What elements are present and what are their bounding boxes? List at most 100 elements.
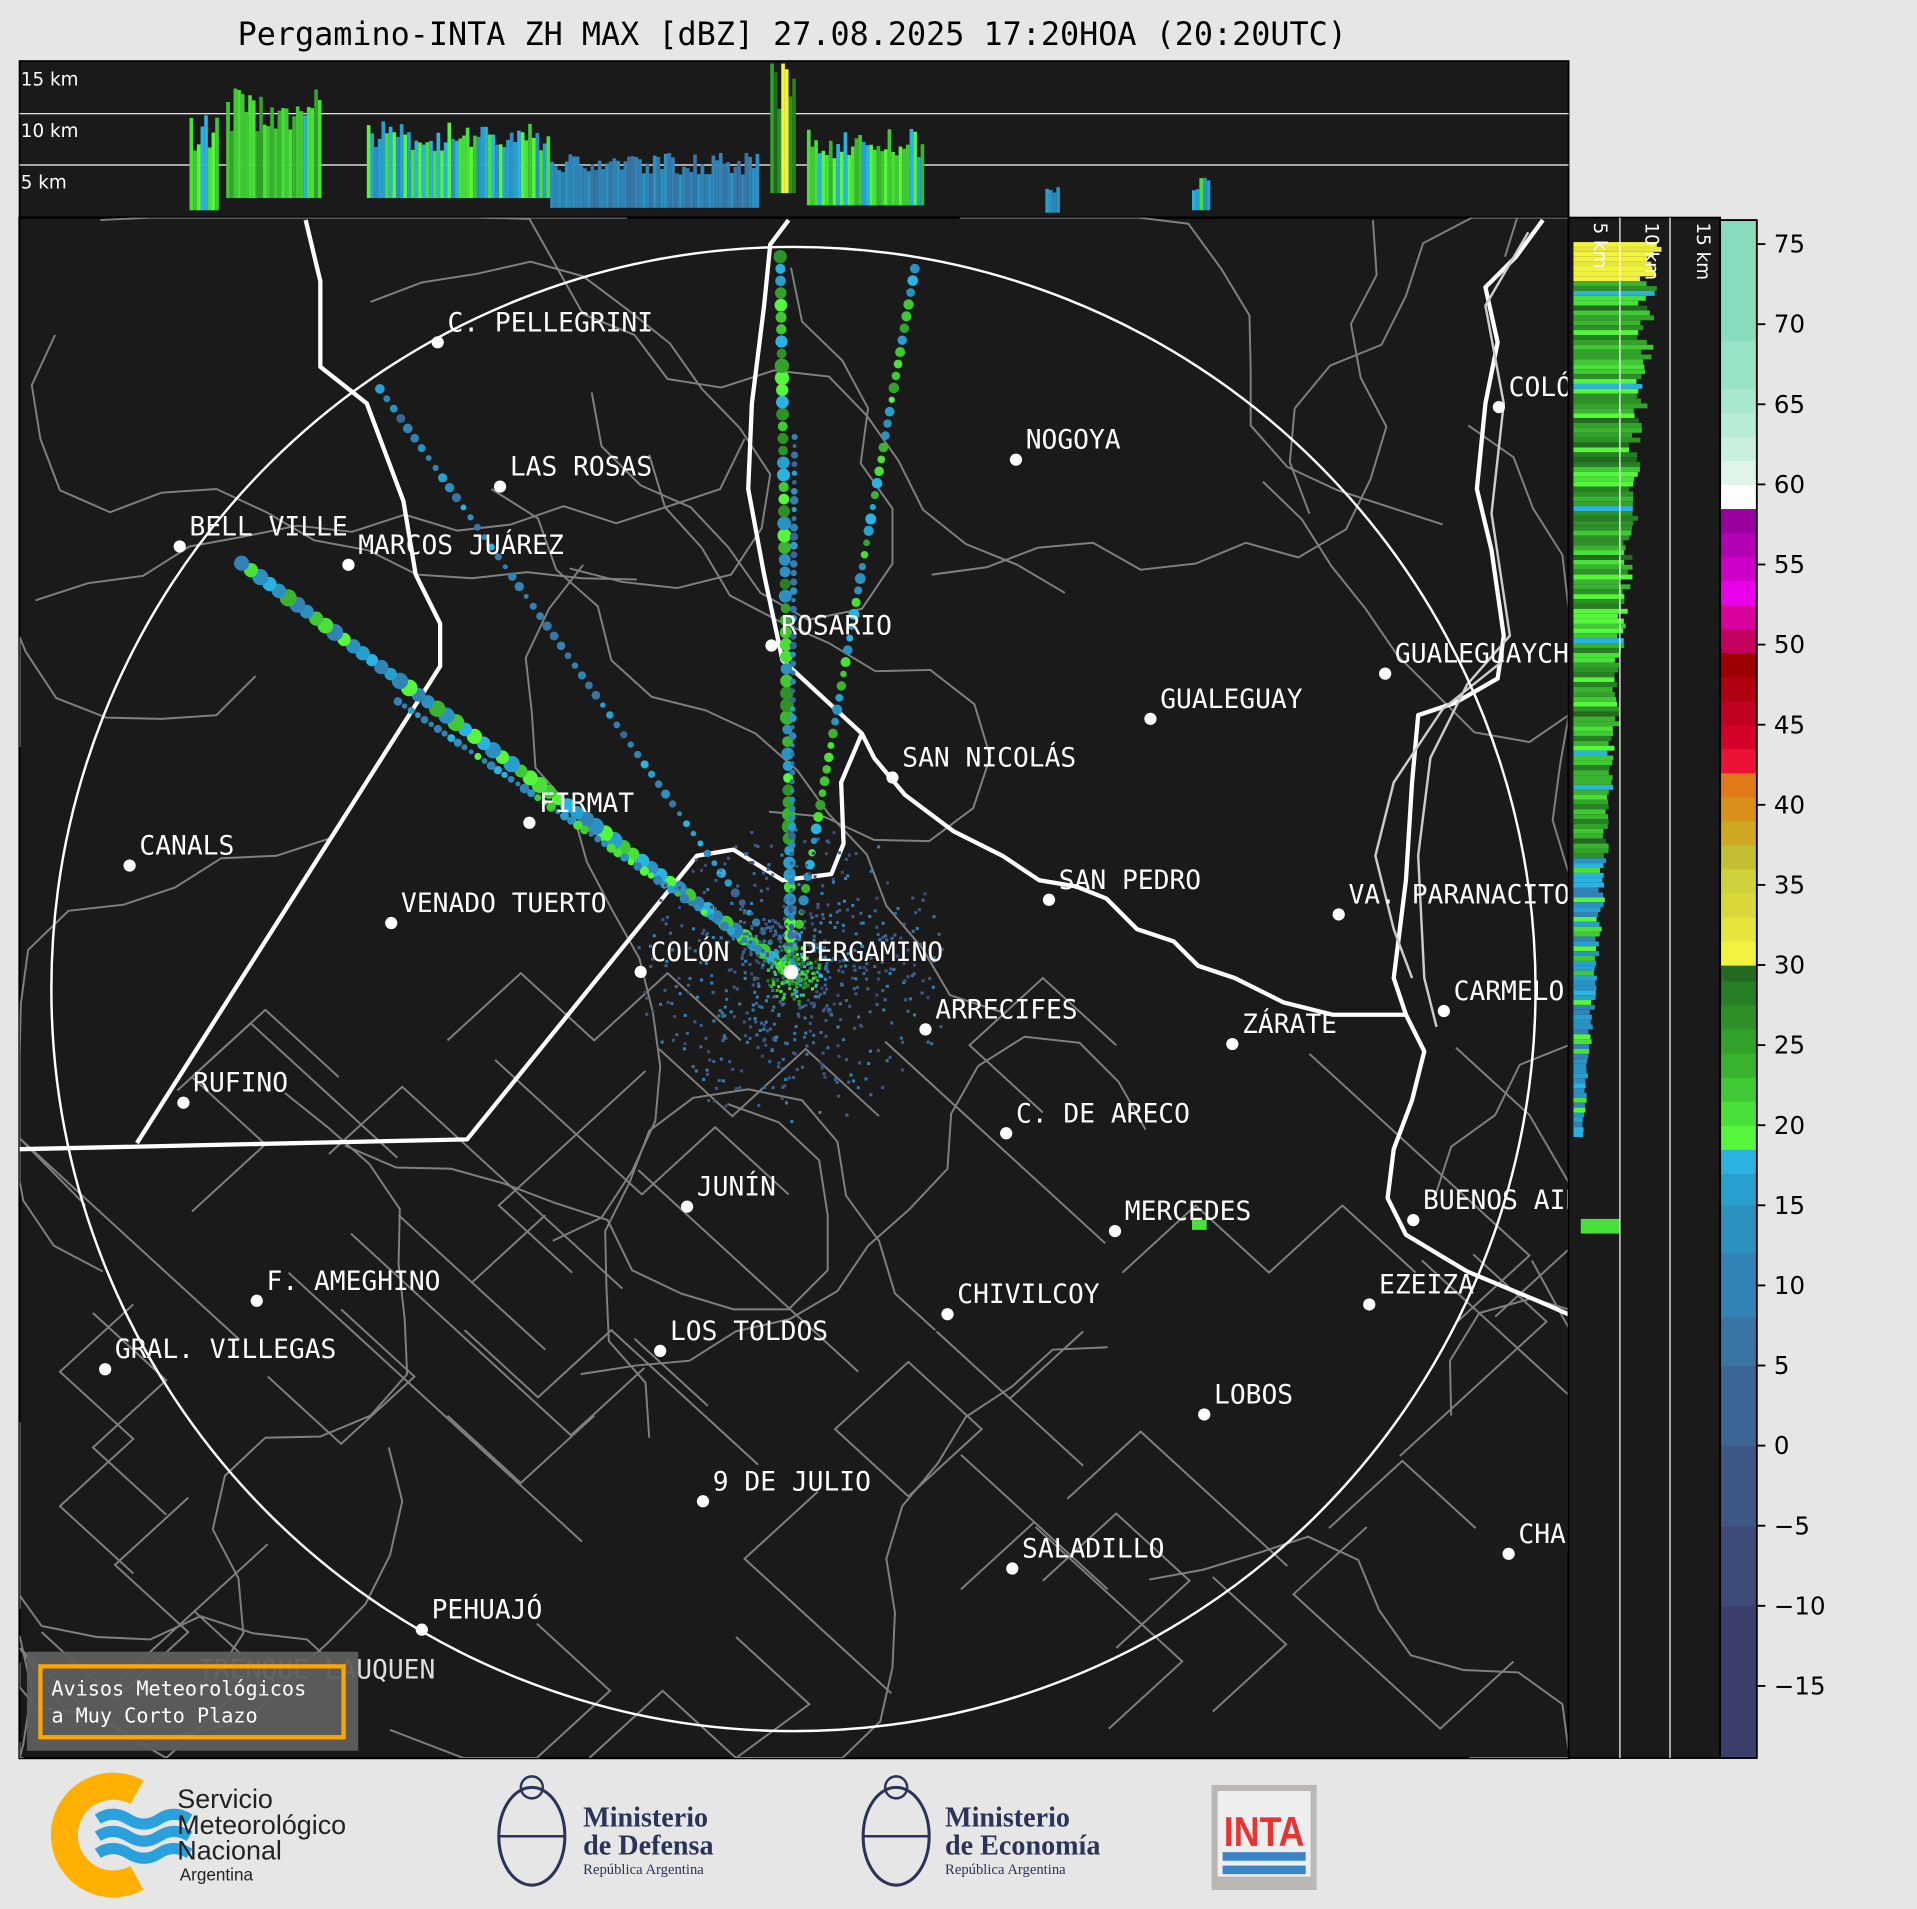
echo-pixel <box>702 928 706 932</box>
echo-pixel <box>769 929 773 933</box>
echo-pixel <box>893 933 897 937</box>
echo-pixel <box>730 888 740 898</box>
echo-pixel <box>844 964 848 968</box>
echo-pixel <box>733 970 737 974</box>
echo-column <box>836 144 840 206</box>
department-border <box>19 1421 350 1679</box>
warning-box[interactable]: Avisos Meteorológicos a Muy Corto Plazo <box>26 1651 359 1751</box>
city-marker-icon <box>385 916 398 930</box>
echo-row <box>1573 520 1634 526</box>
top-cross-section: 15 km 10 km 5 km <box>18 60 1570 219</box>
echo-pixel <box>806 998 810 1002</box>
echo-row <box>1573 1063 1587 1069</box>
echo-column <box>270 107 274 199</box>
department-border <box>344 1103 829 1311</box>
echo-pixel <box>750 831 754 835</box>
echo-row <box>1573 613 1618 619</box>
radar-echoes <box>234 249 1207 1230</box>
colorbar-bin <box>1720 772 1757 798</box>
echo-pixel <box>776 348 787 359</box>
echo-pixel <box>790 578 798 586</box>
echo-column <box>891 151 895 206</box>
echo-row <box>1573 740 1609 746</box>
echo-pixel <box>803 840 807 844</box>
echo-pixel <box>788 908 792 912</box>
echo-pixel <box>714 878 718 882</box>
province-borders <box>19 218 1569 1317</box>
echo-row <box>1573 501 1633 507</box>
echo-pixel <box>792 944 796 948</box>
echo-pixel <box>789 959 793 963</box>
echo-pixel <box>808 967 812 971</box>
echo-row <box>1573 765 1610 771</box>
echo-pixel <box>775 275 786 287</box>
echo-column <box>722 163 727 208</box>
echo-pixel <box>789 696 796 703</box>
echo-pixel <box>784 1101 789 1105</box>
city-zárate: ZÁRATE <box>1226 1008 1337 1051</box>
echo-pixel <box>754 1001 758 1005</box>
echo-column <box>667 152 672 208</box>
echo-pixel <box>523 593 529 599</box>
echo-pixel <box>695 995 699 999</box>
echo-pixel <box>911 929 915 933</box>
echo-pixel <box>777 985 781 989</box>
echo-column <box>251 100 256 199</box>
echo-pixel <box>694 858 698 862</box>
echo-row <box>1573 980 1596 986</box>
department-border <box>1292 1526 1515 1731</box>
echo-column <box>425 142 430 199</box>
city-label: SALADILLO <box>1022 1535 1164 1565</box>
echo-row <box>1573 579 1619 585</box>
echo-row <box>1573 422 1642 428</box>
echo-pixel <box>788 930 792 934</box>
echo-pixel <box>585 681 593 690</box>
colorbar-bin <box>1720 556 1757 582</box>
echo-column <box>546 136 551 199</box>
echo-pixel <box>789 587 798 595</box>
echo-pixel <box>705 1068 709 1072</box>
echo-pixel <box>851 903 855 907</box>
echo-pixel <box>761 871 766 875</box>
echo-pixel <box>797 962 801 966</box>
echo-pixel <box>699 961 703 965</box>
echo-column <box>528 123 532 199</box>
echo-row <box>1573 261 1652 267</box>
echo-pixel <box>893 359 903 369</box>
echo-row <box>1573 1009 1590 1015</box>
echo-pixel <box>659 898 663 902</box>
city-lobos: LOBOS <box>1198 1380 1293 1421</box>
echo-row <box>1573 848 1609 854</box>
echo-pixel <box>669 931 673 935</box>
echo-pixel <box>902 981 906 985</box>
echo-row <box>1573 838 1606 844</box>
echo-pixel <box>801 955 805 960</box>
echo-pixel <box>777 961 781 965</box>
echo-pixel <box>633 862 642 871</box>
echo-pixel <box>771 1086 775 1090</box>
echo-pixel <box>816 905 820 909</box>
echo-row <box>1573 643 1625 648</box>
echo-row <box>1580 1218 1620 1234</box>
echo-pixel <box>774 287 787 299</box>
echo-pixel <box>787 961 791 965</box>
echo-pixel <box>634 750 642 759</box>
echo-pixel <box>812 1003 816 1007</box>
echo-pixel <box>527 789 536 798</box>
echo-pixel <box>718 873 722 878</box>
echo-pixel <box>798 895 809 906</box>
echo-pixel <box>787 915 791 919</box>
echo-column <box>520 132 525 199</box>
echo-pixel <box>789 641 797 650</box>
echo-pixel <box>778 924 782 929</box>
echo-pixel <box>814 976 818 980</box>
echo-pixel <box>855 985 859 989</box>
echo-pixel <box>551 792 565 806</box>
echo-row <box>1573 320 1641 326</box>
echo-pixel <box>718 1009 722 1013</box>
colorbar-bin <box>1720 916 1757 942</box>
echo-column <box>443 142 448 199</box>
figure-title: Pergamino-INTA ZH MAX [dBZ] 27.08.2025 1… <box>238 17 1347 53</box>
echo-pixel <box>507 775 515 783</box>
